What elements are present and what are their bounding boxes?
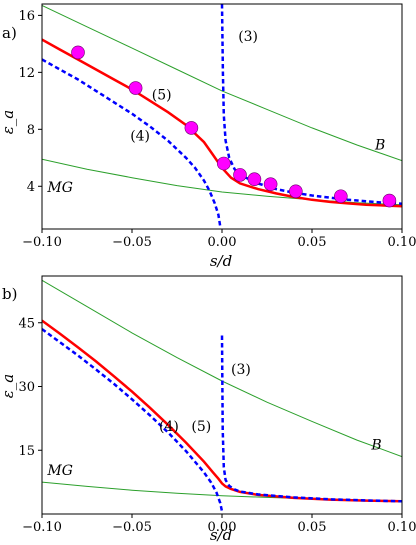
x-tick-label: −0.10 — [22, 520, 62, 535]
data-point — [263, 177, 278, 191]
data-point — [288, 184, 303, 199]
annotation-label: (3) — [238, 29, 258, 45]
data-point — [382, 193, 397, 208]
x-axis-label: s/d — [210, 252, 232, 270]
panel-b: b) s/d ε_a −0.10 −0.05 0.00 0.05 0.10 15 30 45 (… — [0, 275, 416, 544]
y-tick-label: 15 — [18, 444, 35, 459]
x-axis-label: s/d — [210, 526, 232, 544]
series-line-3 — [220, 335, 402, 503]
y-tick-label: 30 — [18, 380, 35, 395]
annotation-label: MG — [46, 180, 73, 196]
plot-area — [42, 4, 402, 227]
x-tick-label: 0.05 — [298, 520, 327, 535]
annotation-label: (4) — [159, 419, 179, 435]
data-point — [247, 172, 262, 186]
y-tick-label: 12 — [18, 66, 35, 81]
y-tick-label: 4 — [27, 180, 35, 195]
annotation-label: B — [370, 437, 381, 453]
x-tick-label: 0.10 — [388, 520, 416, 535]
annotation-label: (5) — [191, 419, 211, 435]
panel-a: a) s/d ε_a −0.10 −0.05 0.00 0.05 0.10 4 8 12 16 (… — [0, 3, 416, 270]
series-line-B — [42, 4, 402, 162]
series-line-4 — [42, 328, 224, 512]
panel-label: a) — [2, 24, 17, 42]
data-point — [184, 121, 199, 135]
y-tick-label: 8 — [27, 123, 35, 138]
plot-area — [42, 279, 402, 512]
x-tick-label: −0.05 — [112, 235, 152, 250]
panel-label: b) — [2, 285, 17, 303]
series-line-4 — [42, 58, 222, 227]
annotation-label: (5) — [152, 87, 172, 103]
data-point — [333, 189, 348, 204]
y-axis-label: ε_a — [0, 374, 17, 399]
y-axis-label: ε_a — [0, 110, 17, 135]
annotation-label: B — [374, 137, 385, 153]
x-tick-label: −0.10 — [22, 235, 62, 250]
x-tick-label: 0.10 — [388, 235, 416, 250]
x-tick-label: 0.00 — [208, 235, 237, 250]
y-tick-label: 16 — [18, 9, 35, 24]
x-tick-label: −0.05 — [112, 520, 152, 535]
annotation-label: MG — [46, 463, 73, 479]
data-point — [71, 45, 85, 60]
x-tick-label: 0.00 — [208, 520, 237, 535]
x-tick-label: 0.05 — [298, 235, 327, 250]
data-point — [128, 81, 143, 95]
annotation-label: (4) — [130, 129, 150, 145]
data-point — [233, 168, 247, 182]
annotation-label: (3) — [231, 362, 251, 378]
data-point — [217, 156, 231, 171]
y-tick-label: 45 — [18, 316, 35, 331]
